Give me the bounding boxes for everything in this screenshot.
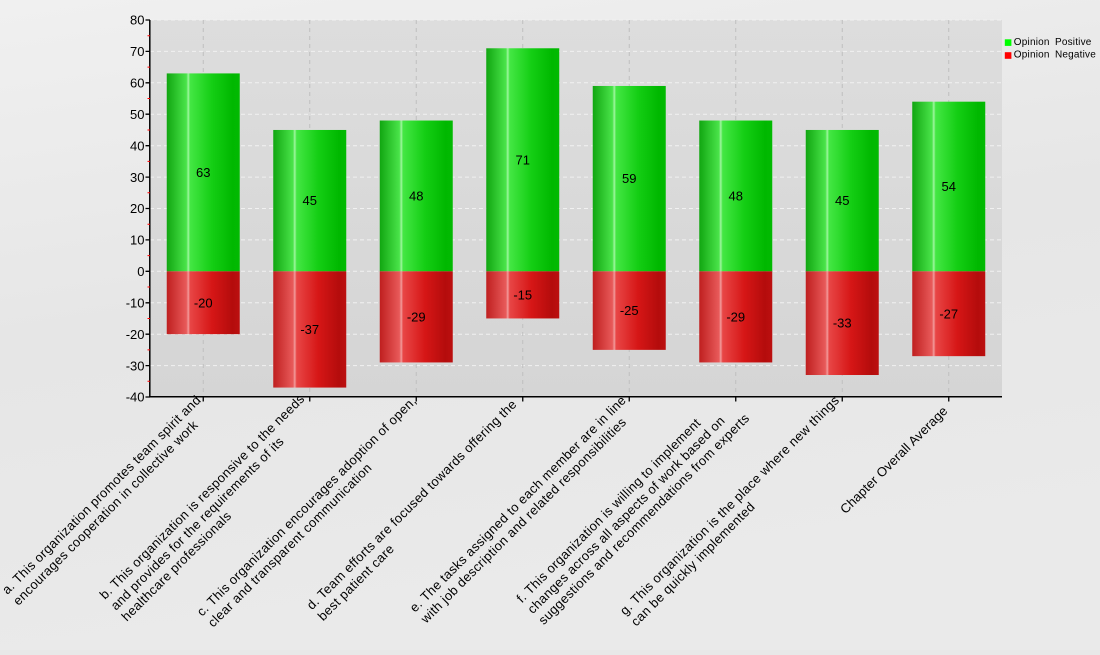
svg-text:45: 45 [835, 193, 849, 208]
svg-text:0: 0 [137, 264, 144, 279]
svg-text:59: 59 [622, 171, 636, 186]
svg-text:48: 48 [729, 188, 743, 203]
svg-text:-20: -20 [126, 327, 145, 342]
svg-text:50: 50 [130, 107, 144, 122]
svg-text:48: 48 [409, 188, 423, 203]
svg-text:60: 60 [130, 76, 144, 91]
svg-text:-29: -29 [407, 309, 426, 324]
svg-text:-20: -20 [194, 295, 213, 310]
svg-text:-33: -33 [833, 316, 852, 331]
svg-text:80: 80 [130, 13, 144, 28]
svg-text:-25: -25 [620, 303, 639, 318]
svg-text:-37: -37 [300, 322, 319, 337]
svg-text:40: 40 [130, 138, 144, 153]
svg-text:20: 20 [130, 201, 144, 216]
svg-text:Opinion Negative: Opinion Negative [1014, 50, 1096, 61]
svg-text:10: 10 [130, 233, 144, 248]
svg-text:54: 54 [942, 179, 956, 194]
svg-text:45: 45 [303, 193, 317, 208]
svg-text:70: 70 [130, 44, 144, 59]
svg-text:-10: -10 [126, 295, 145, 310]
svg-text:-15: -15 [513, 287, 532, 302]
svg-text:30: 30 [130, 170, 144, 185]
svg-text:-40: -40 [126, 390, 145, 405]
svg-text:Opinion Positive: Opinion Positive [1014, 37, 1092, 48]
svg-text:-27: -27 [939, 306, 958, 321]
svg-text:63: 63 [196, 165, 210, 180]
svg-text:71: 71 [516, 152, 530, 167]
svg-text:-29: -29 [726, 309, 745, 324]
svg-text:-30: -30 [126, 358, 145, 373]
